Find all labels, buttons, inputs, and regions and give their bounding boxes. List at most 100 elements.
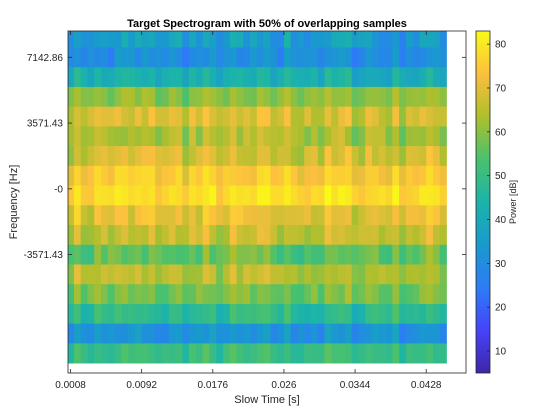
heatmap-cell bbox=[358, 67, 366, 88]
heatmap-cell bbox=[101, 343, 109, 364]
heatmap-cell bbox=[250, 244, 258, 265]
heatmap-cell bbox=[378, 284, 386, 305]
heatmap-cell bbox=[141, 165, 149, 186]
heatmap-cell bbox=[317, 126, 325, 147]
heatmap-cell bbox=[344, 343, 353, 364]
heatmap-cell bbox=[141, 47, 149, 68]
heatmap-cell bbox=[439, 47, 447, 68]
heatmap-cell bbox=[80, 244, 88, 265]
heatmap-cell bbox=[189, 205, 197, 226]
heatmap-cell bbox=[216, 126, 224, 147]
heatmap-cell bbox=[94, 47, 102, 68]
heatmap-cell bbox=[338, 126, 346, 147]
heatmap-cell bbox=[358, 126, 366, 147]
heatmap-cell bbox=[351, 185, 359, 206]
heatmap-cell bbox=[182, 31, 190, 48]
heatmap-cell bbox=[128, 205, 136, 226]
x-tick-label: 0.0176 bbox=[198, 380, 229, 391]
heatmap-cell bbox=[101, 225, 109, 246]
heatmap-cell bbox=[195, 205, 203, 226]
heatmap-cell bbox=[426, 31, 434, 48]
heatmap-cell bbox=[148, 31, 156, 48]
heatmap-cell bbox=[168, 323, 176, 344]
heatmap-cell bbox=[283, 264, 292, 285]
heatmap-cell bbox=[94, 284, 102, 305]
heatmap-cell bbox=[331, 146, 339, 167]
heatmap-cell bbox=[107, 284, 115, 305]
heatmap-cell bbox=[182, 86, 190, 107]
heatmap-cell bbox=[121, 86, 129, 107]
heatmap-cell bbox=[155, 126, 163, 147]
heatmap-cell bbox=[73, 205, 82, 226]
heatmap-cell bbox=[344, 225, 353, 246]
heatmap-cell bbox=[141, 264, 149, 285]
heatmap-cell bbox=[182, 67, 190, 88]
heatmap-cell bbox=[277, 303, 285, 325]
heatmap-cell bbox=[331, 67, 339, 88]
heatmap-cell bbox=[189, 264, 197, 285]
heatmap-cell bbox=[385, 284, 393, 305]
heatmap-cell bbox=[358, 225, 366, 246]
heatmap-cell bbox=[155, 284, 163, 305]
heatmap-cell bbox=[277, 146, 285, 167]
heatmap-cell bbox=[324, 323, 332, 344]
y-tick-label: 3571.43 bbox=[27, 119, 64, 130]
heatmap-cell bbox=[243, 47, 251, 68]
heatmap-cell bbox=[385, 126, 393, 147]
heatmap-cell bbox=[304, 323, 312, 344]
heatmap-cell bbox=[134, 31, 143, 48]
heatmap-cell bbox=[107, 244, 115, 265]
heatmap-cell bbox=[392, 343, 400, 364]
heatmap-cell bbox=[419, 67, 427, 88]
heatmap-cell bbox=[372, 323, 380, 344]
heatmap-cell bbox=[195, 343, 203, 364]
heatmap-cell bbox=[426, 264, 434, 285]
heatmap-cell bbox=[277, 323, 285, 344]
heatmap-cell bbox=[358, 47, 366, 68]
heatmap-cell bbox=[73, 343, 82, 364]
heatmap-cell bbox=[419, 284, 427, 305]
heatmap-cell bbox=[419, 146, 427, 167]
heatmap-cell bbox=[256, 323, 264, 344]
heatmap-cell bbox=[73, 31, 82, 48]
heatmap-cell bbox=[94, 343, 102, 364]
heatmap-cell bbox=[182, 264, 190, 285]
heatmap-cell bbox=[175, 106, 183, 127]
heatmap-cell bbox=[168, 343, 176, 364]
heatmap-cell bbox=[270, 244, 278, 265]
heatmap-cell bbox=[68, 264, 75, 285]
heatmap-cell bbox=[283, 343, 292, 364]
heatmap-cell bbox=[94, 225, 102, 246]
heatmap-cell bbox=[439, 264, 447, 285]
heatmap-cell bbox=[297, 31, 305, 48]
heatmap-cell bbox=[317, 86, 325, 107]
heatmap-cell bbox=[128, 323, 136, 344]
heatmap-cell bbox=[378, 86, 386, 107]
heatmap-cell bbox=[121, 343, 129, 364]
heatmap-cell bbox=[121, 146, 129, 167]
heatmap-cell bbox=[229, 146, 237, 167]
heatmap-cell bbox=[243, 323, 251, 344]
heatmap-cell bbox=[209, 165, 217, 186]
heatmap-cell bbox=[94, 146, 102, 167]
heatmap-cell bbox=[134, 284, 143, 305]
heatmap-cell bbox=[128, 343, 136, 364]
heatmap-cell bbox=[162, 126, 170, 147]
heatmap-cell bbox=[148, 284, 156, 305]
y-tick-label: 7142.86 bbox=[27, 53, 64, 64]
heatmap-cell bbox=[405, 31, 413, 48]
heatmap-cell bbox=[324, 106, 332, 127]
heatmap-cell bbox=[195, 165, 203, 186]
heatmap-cell bbox=[405, 47, 413, 68]
heatmap-cell bbox=[175, 284, 183, 305]
heatmap-cell bbox=[202, 146, 210, 167]
heatmap-cell bbox=[392, 225, 400, 246]
heatmap-cell bbox=[87, 31, 95, 48]
heatmap-cell bbox=[277, 343, 285, 364]
heatmap-cell bbox=[168, 185, 176, 206]
heatmap-cell bbox=[378, 323, 386, 344]
heatmap-cell bbox=[344, 244, 353, 265]
heatmap-cell bbox=[412, 106, 420, 127]
heatmap-cell bbox=[175, 323, 183, 344]
heatmap-cell bbox=[229, 106, 237, 127]
